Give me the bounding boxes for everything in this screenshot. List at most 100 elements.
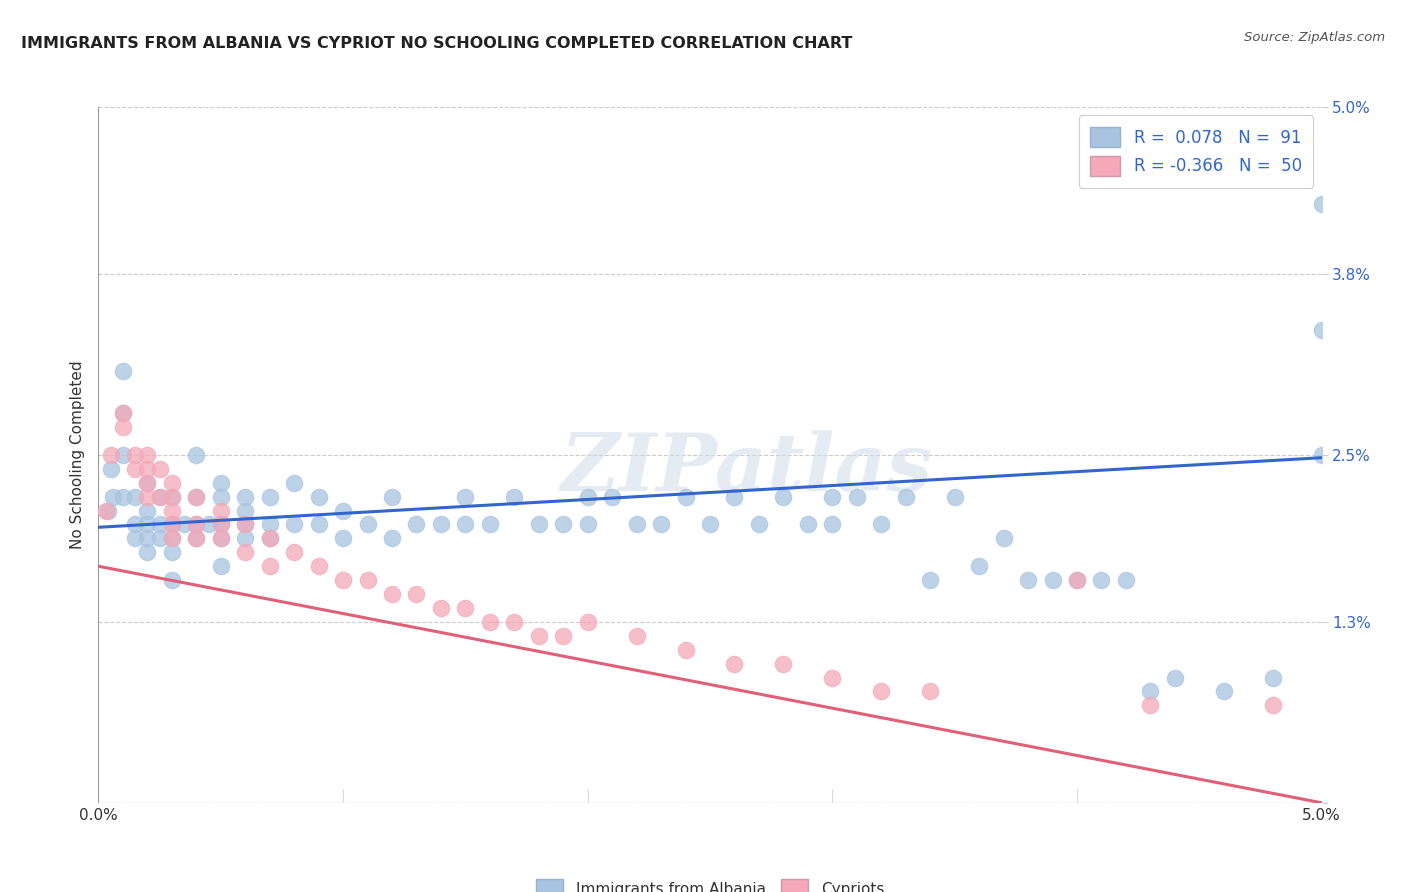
Point [430, 601, 453, 615]
Point [186, 532, 208, 546]
Point [699, 517, 721, 532]
Point [821, 671, 844, 685]
Point [576, 517, 599, 532]
Point [503, 615, 526, 629]
Point [600, 490, 623, 504]
Point [136, 448, 159, 462]
Point [160, 517, 183, 532]
Point [478, 517, 501, 532]
Point [259, 517, 281, 532]
Point [723, 490, 745, 504]
Point [160, 532, 183, 546]
Point [136, 503, 159, 517]
Point [186, 517, 208, 532]
Point [136, 475, 159, 490]
Point [209, 490, 232, 504]
Point [111, 364, 134, 378]
Point [454, 601, 477, 615]
Point [1164, 671, 1187, 685]
Point [454, 517, 477, 532]
Point [186, 490, 208, 504]
Point [894, 490, 917, 504]
Point [111, 406, 134, 420]
Point [454, 490, 477, 504]
Point [1310, 323, 1333, 337]
Point [405, 517, 427, 532]
Point [160, 545, 183, 559]
Point [1139, 698, 1161, 713]
Text: Source: ZipAtlas.com: Source: ZipAtlas.com [1244, 31, 1385, 45]
Point [332, 532, 354, 546]
Point [100, 462, 122, 476]
Point [97, 503, 120, 517]
Point [100, 448, 122, 462]
Point [405, 587, 427, 601]
Point [1261, 671, 1284, 685]
Point [160, 503, 183, 517]
Point [626, 517, 648, 532]
Point [748, 517, 770, 532]
Point [209, 532, 232, 546]
Point [1066, 573, 1088, 587]
Point [160, 573, 183, 587]
Point [149, 532, 172, 546]
Point [111, 448, 134, 462]
Point [209, 517, 232, 532]
Point [136, 475, 159, 490]
Point [576, 490, 599, 504]
Point [381, 532, 404, 546]
Point [124, 462, 146, 476]
Point [101, 490, 124, 504]
Point [149, 490, 172, 504]
Point [186, 490, 208, 504]
Point [1139, 684, 1161, 698]
Point [136, 490, 159, 504]
Point [149, 517, 172, 532]
Point [1310, 448, 1333, 462]
Point [1212, 684, 1234, 698]
Point [160, 475, 183, 490]
Point [308, 517, 330, 532]
Point [233, 503, 256, 517]
Point [124, 532, 146, 546]
Point [136, 532, 159, 546]
Point [233, 517, 256, 532]
Point [160, 490, 183, 504]
Text: ZIPatlas: ZIPatlas [561, 430, 932, 508]
Point [821, 490, 844, 504]
Point [870, 684, 893, 698]
Point [626, 629, 648, 643]
Point [136, 517, 159, 532]
Point [772, 657, 794, 671]
Point [478, 615, 501, 629]
Point [527, 517, 550, 532]
Point [209, 532, 232, 546]
Point [356, 517, 378, 532]
Point [920, 684, 942, 698]
Point [430, 517, 453, 532]
Point [650, 517, 672, 532]
Point [111, 420, 134, 434]
Point [1090, 573, 1112, 587]
Point [283, 475, 305, 490]
Point [503, 490, 526, 504]
Point [149, 490, 172, 504]
Point [94, 503, 117, 517]
Point [1066, 573, 1088, 587]
Point [124, 490, 146, 504]
Point [332, 573, 354, 587]
Point [1115, 573, 1137, 587]
Point [186, 517, 208, 532]
Point [259, 532, 281, 546]
Point [197, 517, 219, 532]
Legend: Immigrants from Albania, Cypriots: Immigrants from Albania, Cypriots [530, 873, 890, 892]
Point [186, 532, 208, 546]
Point [943, 490, 966, 504]
Point [723, 657, 745, 671]
Point [209, 475, 232, 490]
Point [527, 629, 550, 643]
Point [124, 448, 146, 462]
Point [136, 462, 159, 476]
Point [1017, 573, 1039, 587]
Point [111, 406, 134, 420]
